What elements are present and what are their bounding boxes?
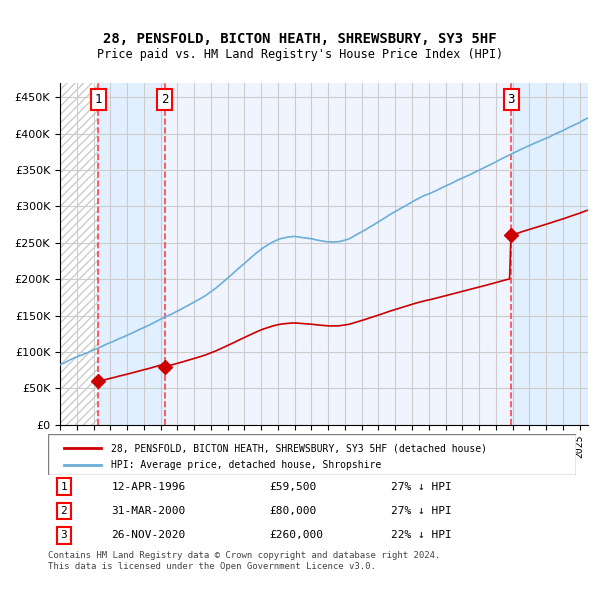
Text: 28, PENSFOLD, BICTON HEATH, SHREWSBURY, SY3 5HF (detached house): 28, PENSFOLD, BICTON HEATH, SHREWSBURY, … [112, 443, 487, 453]
Bar [60, 83, 98, 425]
Bar [60, 83, 98, 425]
Text: 31-MAR-2000: 31-MAR-2000 [112, 506, 185, 516]
Text: £260,000: £260,000 [270, 530, 324, 540]
Text: 1: 1 [61, 482, 67, 491]
Text: This data is licensed under the Open Government Licence v3.0.: This data is licensed under the Open Gov… [48, 562, 376, 571]
Point [160, 362, 170, 371]
Text: £59,500: £59,500 [270, 482, 317, 491]
Text: 2: 2 [61, 506, 67, 516]
Text: 22% ↓ HPI: 22% ↓ HPI [391, 530, 452, 540]
Text: 3: 3 [61, 530, 67, 540]
Point [94, 377, 103, 386]
Text: £80,000: £80,000 [270, 506, 317, 516]
Text: HPI: Average price, detached house, Shropshire: HPI: Average price, detached house, Shro… [112, 460, 382, 470]
Text: 27% ↓ HPI: 27% ↓ HPI [391, 506, 452, 516]
Point [506, 231, 516, 240]
Text: 27% ↓ HPI: 27% ↓ HPI [391, 482, 452, 491]
Text: 2: 2 [161, 93, 169, 106]
FancyBboxPatch shape [48, 434, 576, 475]
Bar [511, 83, 588, 425]
Text: 28, PENSFOLD, BICTON HEATH, SHREWSBURY, SY3 5HF: 28, PENSFOLD, BICTON HEATH, SHREWSBURY, … [103, 32, 497, 47]
Text: 26-NOV-2020: 26-NOV-2020 [112, 530, 185, 540]
Text: 3: 3 [508, 93, 515, 106]
Text: 12-APR-1996: 12-APR-1996 [112, 482, 185, 491]
Bar [98, 83, 165, 425]
Text: Contains HM Land Registry data © Crown copyright and database right 2024.: Contains HM Land Registry data © Crown c… [48, 550, 440, 559]
Text: 1: 1 [94, 93, 102, 106]
Text: Price paid vs. HM Land Registry's House Price Index (HPI): Price paid vs. HM Land Registry's House … [97, 48, 503, 61]
